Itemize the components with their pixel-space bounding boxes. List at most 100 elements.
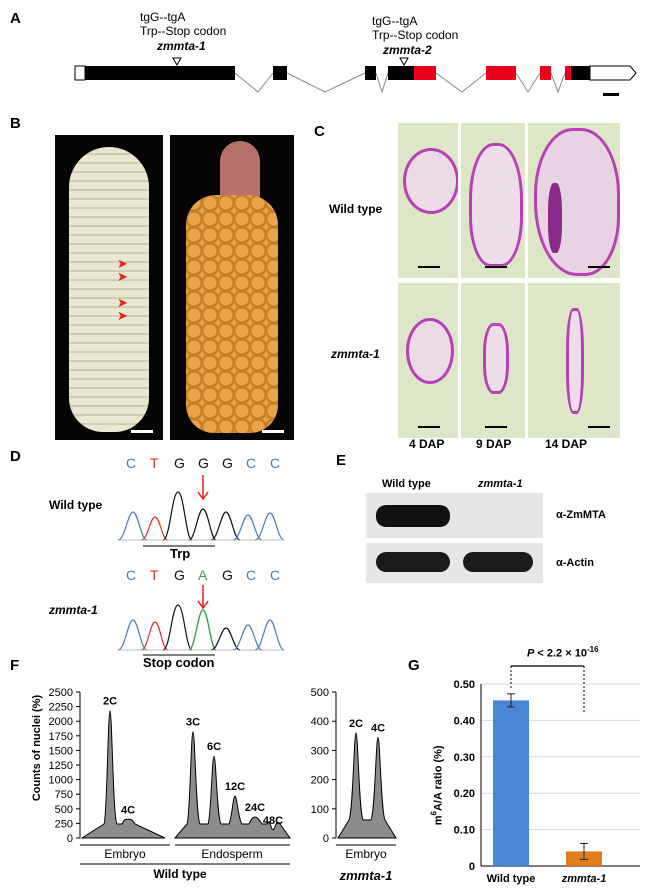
mut1-name: zmmta-1: [157, 39, 206, 53]
f2-embryo-hist: [337, 732, 397, 839]
wt-base-3: G: [198, 455, 209, 471]
f-ytick-label-9: 2250: [49, 702, 73, 714]
intron-2: [286, 72, 366, 93]
g-xtick-label-1: zmmta-1: [561, 873, 607, 885]
mut2-name: zmmta-2: [383, 43, 432, 57]
panel-label-f: F: [10, 657, 20, 674]
f-ytick-label-2: 500: [55, 804, 73, 816]
intron-5: [515, 72, 541, 93]
f-ytick-label-1: 250: [55, 818, 73, 830]
panel-label-d: D: [10, 448, 21, 465]
mut2-change: tgG--tgA: [372, 14, 418, 28]
blot-actin: [366, 543, 543, 583]
wt-arrow-icon: [197, 491, 209, 501]
f-ylabel: Counts of nuclei (%): [31, 694, 44, 802]
f-endosperm-hist: [173, 731, 291, 839]
wt-base-5: C: [246, 455, 257, 471]
c-row-mut: zmmta-1: [331, 347, 380, 361]
section-mut-9dap: [461, 283, 525, 438]
section-wt-9dap: [461, 123, 525, 278]
exon-2: [273, 66, 287, 80]
f-endosperm-hist-label-1: 6C: [207, 741, 221, 753]
f-endosperm-hist-label-0: 3C: [186, 717, 200, 729]
mut-ear-photo: [170, 135, 294, 440]
f-group-label: Wild type: [153, 867, 207, 881]
scale-bar-b2: [262, 430, 284, 433]
section-wt-4dap: [398, 123, 458, 278]
exon-6: [540, 66, 551, 80]
panel-label-c: C: [314, 123, 325, 140]
exon-3: [365, 66, 376, 80]
mut-base-1: T: [150, 567, 159, 583]
f2-group-label: zmmta-1: [339, 868, 393, 883]
panel-label-b: B: [10, 115, 21, 132]
d-mut-label: zmmta-1: [49, 603, 98, 617]
e-col-wt: Wild type: [382, 478, 431, 490]
mut-base-4: G: [222, 567, 233, 583]
f-endosperm-label: Endosperm: [201, 847, 262, 861]
e-row-actin: α-Actin: [556, 557, 594, 569]
chromatogram-mut: [117, 585, 285, 656]
intron-6: [550, 72, 566, 94]
f2-ytick-label-5: 500: [311, 687, 329, 699]
kernel-arrows-icon: ➤ ➤ ➤ ➤: [117, 256, 128, 323]
g-ytick-label-2: 0.20: [454, 788, 475, 800]
mut-base-2: G: [174, 567, 185, 583]
mut1-marker-icon: [172, 57, 182, 67]
gene-model: [74, 57, 637, 96]
f2-ytick-label-2: 200: [311, 775, 329, 787]
e-row-zmmta: α-ZmMTA: [556, 509, 606, 521]
mut-base-5: C: [246, 567, 257, 583]
c-row-wt: Wild type: [329, 202, 383, 216]
exon-4: [388, 66, 414, 80]
blot-zmmta: [366, 493, 543, 538]
wt-base-1: T: [150, 455, 159, 471]
chromatogram-wt: [117, 475, 285, 547]
f-ytick-label-10: 2500: [49, 687, 73, 699]
g-ytick-label-0: 0: [469, 861, 475, 873]
panel-label-e: E: [336, 452, 347, 469]
g-ytick-label-4: 0.40: [454, 715, 475, 727]
mut-base-0: C: [126, 567, 137, 583]
mut2-effect: Trp--Stop codon: [372, 28, 459, 42]
f-ytick-label-4: 1000: [49, 775, 73, 787]
section-mut-4dap: [398, 283, 458, 438]
f-endosperm-hist-label-3: 24C: [245, 802, 265, 814]
f-ytick-label-3: 750: [55, 789, 73, 801]
c-col-9dap: 9 DAP: [476, 437, 512, 451]
c-col-4dap: 4 DAP: [409, 437, 445, 451]
f-embryo-hist-label-0: 2C: [103, 696, 117, 708]
section-wt-14dap: [528, 123, 620, 278]
intron-3: [375, 72, 389, 94]
wt-ear-photo: ➤ ➤ ➤ ➤: [55, 135, 163, 440]
wt-base-6: C: [270, 455, 281, 471]
intron-1: [234, 72, 274, 93]
f-ytick-label-6: 1500: [49, 745, 73, 757]
d-wt-codon: Trp: [170, 546, 191, 561]
f2-peak-label-1: 4C: [371, 722, 385, 734]
f-embryo-hist-label-1: 4C: [121, 804, 135, 816]
mut-arrow-icon: [197, 600, 209, 610]
g-ytick-label-1: 0.10: [454, 825, 475, 837]
e-col-mut: zmmta-1: [478, 478, 523, 490]
section-mut-14dap: [528, 283, 620, 438]
f-ytick-label-8: 2000: [49, 716, 73, 728]
f2-ytick-label-0: 0: [323, 833, 329, 845]
scale-bar-b1: [131, 430, 153, 433]
g-ylabel: m6A/A ratio (%): [429, 745, 445, 826]
f-embryo-hist: [80, 710, 166, 839]
mut-base-3: A: [198, 567, 208, 583]
panel-label-a: A: [10, 10, 21, 27]
f-embryo-label: Embryo: [104, 847, 146, 861]
g-ytick-label-5: 0.50: [454, 679, 475, 691]
scale-bar-a: [603, 93, 619, 96]
wt-base-2: G: [174, 455, 185, 471]
exon-1: [85, 66, 235, 80]
intron-4: [435, 72, 487, 93]
f2-embryo-label: Embryo: [345, 847, 387, 861]
g-bar-0: [493, 700, 529, 866]
f2-peak-label-0: 2C: [349, 718, 363, 730]
d-mut-codon: Stop codon: [143, 655, 215, 670]
